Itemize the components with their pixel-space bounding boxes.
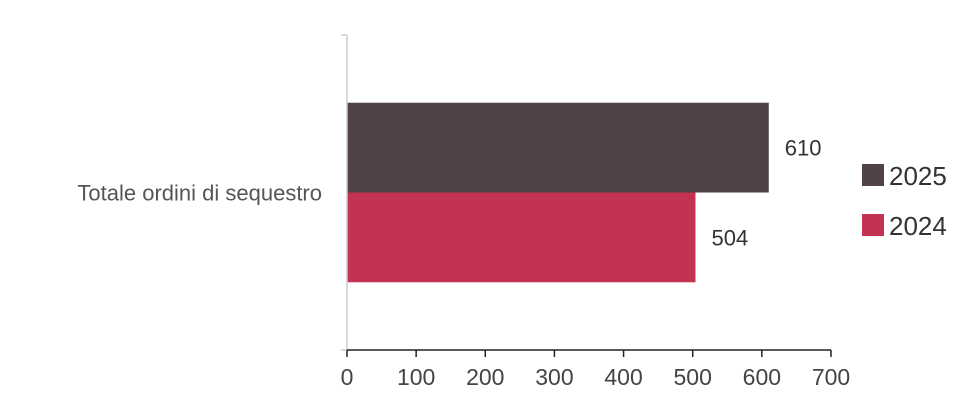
x-tick-label: 200 xyxy=(466,364,504,390)
data-label-2024: 504 xyxy=(711,225,748,250)
legend: 2025 2024 xyxy=(862,161,947,241)
legend-swatch-2025 xyxy=(862,164,884,186)
x-tick-label: 400 xyxy=(604,364,642,390)
x-tick-label: 700 xyxy=(812,364,850,390)
category-label: Totale ordini di sequestro xyxy=(77,181,322,206)
x-tick-label: 600 xyxy=(743,364,781,390)
legend-swatch-2024 xyxy=(862,214,884,236)
category-labels: Totale ordini di sequestro xyxy=(77,181,322,206)
data-label-2025: 610 xyxy=(785,136,822,161)
legend-label-2025: 2025 xyxy=(889,161,947,191)
bar-2024 xyxy=(347,192,696,283)
legend-label-2024: 2024 xyxy=(889,211,947,241)
x-tick-label: 300 xyxy=(535,364,573,390)
bar-2025 xyxy=(347,102,769,193)
x-tick-label: 0 xyxy=(341,364,354,390)
x-axis-ticks: 0 100 200 300 400 500 600 700 xyxy=(341,350,850,390)
data-labels: 610 504 xyxy=(711,136,821,251)
x-tick-label: 500 xyxy=(674,364,712,390)
bars-group xyxy=(347,102,769,283)
x-tick-label: 100 xyxy=(397,364,435,390)
